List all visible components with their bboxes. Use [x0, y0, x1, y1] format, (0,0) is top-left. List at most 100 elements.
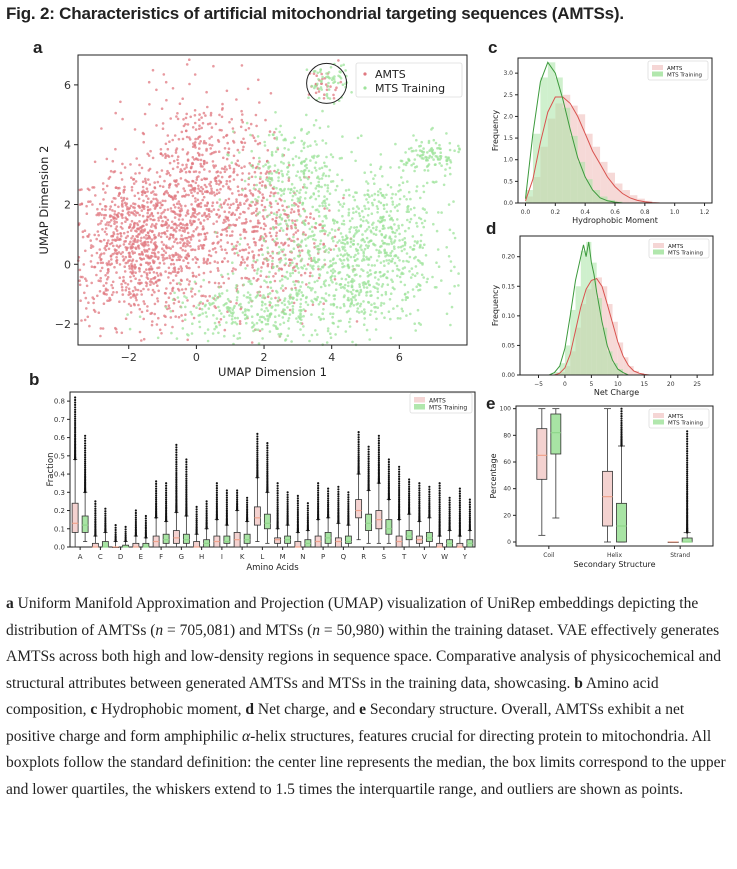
umap-point-amts	[232, 167, 236, 171]
umap-point-amts	[287, 179, 291, 182]
umap-point-amts	[171, 226, 174, 229]
aa-mts-C-outlier	[104, 514, 107, 517]
umap-point-amts	[318, 223, 321, 227]
umap-point-amts	[191, 212, 195, 215]
umap-point-mts	[352, 235, 356, 238]
umap-point-mts	[292, 235, 295, 239]
umap-point-amts	[239, 125, 243, 129]
umap-point-mts	[245, 321, 248, 325]
umap-point-mts	[344, 249, 347, 252]
umap-point-mts	[281, 284, 284, 287]
umap-point-mts	[370, 194, 374, 197]
aa-amts-C-outlier	[94, 502, 97, 505]
umap-point-amts	[159, 216, 163, 219]
umap-point-mts	[319, 239, 323, 242]
umap-point-amts	[133, 303, 136, 307]
umap-point-mts	[310, 289, 313, 292]
aa-mts-F-outlier	[165, 496, 168, 499]
umap-point-mts	[355, 303, 359, 306]
umap-point-mts	[282, 192, 286, 195]
aa-x-tick-label: F	[159, 553, 163, 561]
umap-point-amts	[148, 167, 152, 171]
aa-amts-T-outlier	[398, 473, 401, 476]
umap-point-amts	[174, 274, 178, 277]
umap-point-amts	[148, 183, 152, 186]
umap-point-mts	[360, 268, 363, 271]
umap-point-mts	[348, 230, 352, 234]
umap-point-amts	[164, 216, 168, 219]
umap-point-amts	[121, 199, 124, 203]
umap-point-amts	[185, 211, 189, 214]
umap-point-amts	[171, 167, 175, 171]
umap-point-mts	[300, 139, 304, 143]
umap-point-mts	[434, 141, 438, 145]
umap-point-mts	[333, 229, 337, 232]
umap-point-mts	[334, 261, 338, 265]
aa-mts-Q-outlier	[347, 498, 350, 501]
umap-point-amts	[332, 93, 335, 97]
umap-point-mts	[279, 213, 283, 217]
umap-point-mts	[197, 303, 201, 307]
umap-point-mts	[275, 136, 279, 139]
umap-point-mts	[306, 145, 310, 148]
umap-point-mts	[350, 91, 353, 94]
aa-mts-R-outlier	[367, 474, 370, 477]
umap-point-mts	[300, 170, 303, 173]
umap-point-mts	[403, 248, 406, 251]
umap-point-mts	[263, 144, 267, 147]
aa-mts-R-outlier	[367, 479, 370, 482]
aa-mts-S-outlier	[387, 463, 390, 466]
umap-point-amts	[115, 249, 118, 252]
umap-point-amts	[212, 64, 215, 68]
umap-point-amts	[197, 187, 200, 190]
umap-point-mts	[443, 174, 447, 177]
umap-point-amts	[147, 80, 151, 84]
umap-point-mts	[413, 206, 416, 210]
umap-point-mts	[404, 292, 407, 296]
aa-mts-T-outlier	[408, 478, 411, 481]
umap-point-mts	[390, 240, 393, 243]
aa-x-tick-label: M	[280, 553, 286, 561]
umap-point-amts	[156, 257, 160, 261]
umap-point-mts	[379, 165, 383, 169]
umap-point-mts	[329, 332, 332, 336]
umap-point-amts	[227, 197, 231, 201]
umap-point-amts	[124, 216, 127, 219]
umap-point-mts	[312, 123, 316, 127]
aa-amts-W-outlier	[438, 507, 441, 510]
umap-point-mts	[211, 332, 215, 335]
umap-point-mts	[266, 246, 270, 250]
umap-point-amts	[206, 201, 209, 204]
umap-point-amts	[256, 219, 260, 222]
umap-point-mts	[296, 267, 300, 270]
umap-point-amts	[210, 187, 213, 190]
umap-point-amts	[195, 176, 199, 179]
umap-point-mts	[238, 243, 242, 246]
umap-point-amts	[88, 188, 91, 192]
umap-point-amts	[198, 211, 201, 215]
umap-point-amts	[240, 166, 243, 170]
umap-point-amts	[195, 257, 199, 261]
aa-amts-K-outlier	[236, 496, 239, 499]
umap-point-mts	[412, 248, 415, 251]
umap-point-amts	[188, 58, 191, 61]
umap-point-amts	[139, 253, 142, 256]
umap-point-mts	[287, 218, 291, 222]
umap-point-amts	[254, 230, 257, 233]
umap-point-mts	[303, 222, 306, 225]
umap-point-amts	[162, 210, 165, 214]
umap-point-mts	[330, 274, 334, 277]
umap-point-mts	[354, 253, 357, 257]
umap-point-amts	[102, 187, 105, 191]
umap-point-mts	[384, 255, 387, 258]
aa-amts-L-outlier	[256, 447, 259, 450]
aa-y-tick-label: 0.1	[54, 525, 65, 533]
umap-point-mts	[305, 113, 308, 117]
umap-point-mts	[374, 328, 378, 331]
umap-point-mts	[316, 71, 320, 75]
umap-point-mts	[307, 96, 310, 99]
umap-point-mts	[316, 247, 319, 251]
aa-amts-H-outlier	[195, 521, 198, 524]
umap-point-amts	[223, 210, 226, 213]
